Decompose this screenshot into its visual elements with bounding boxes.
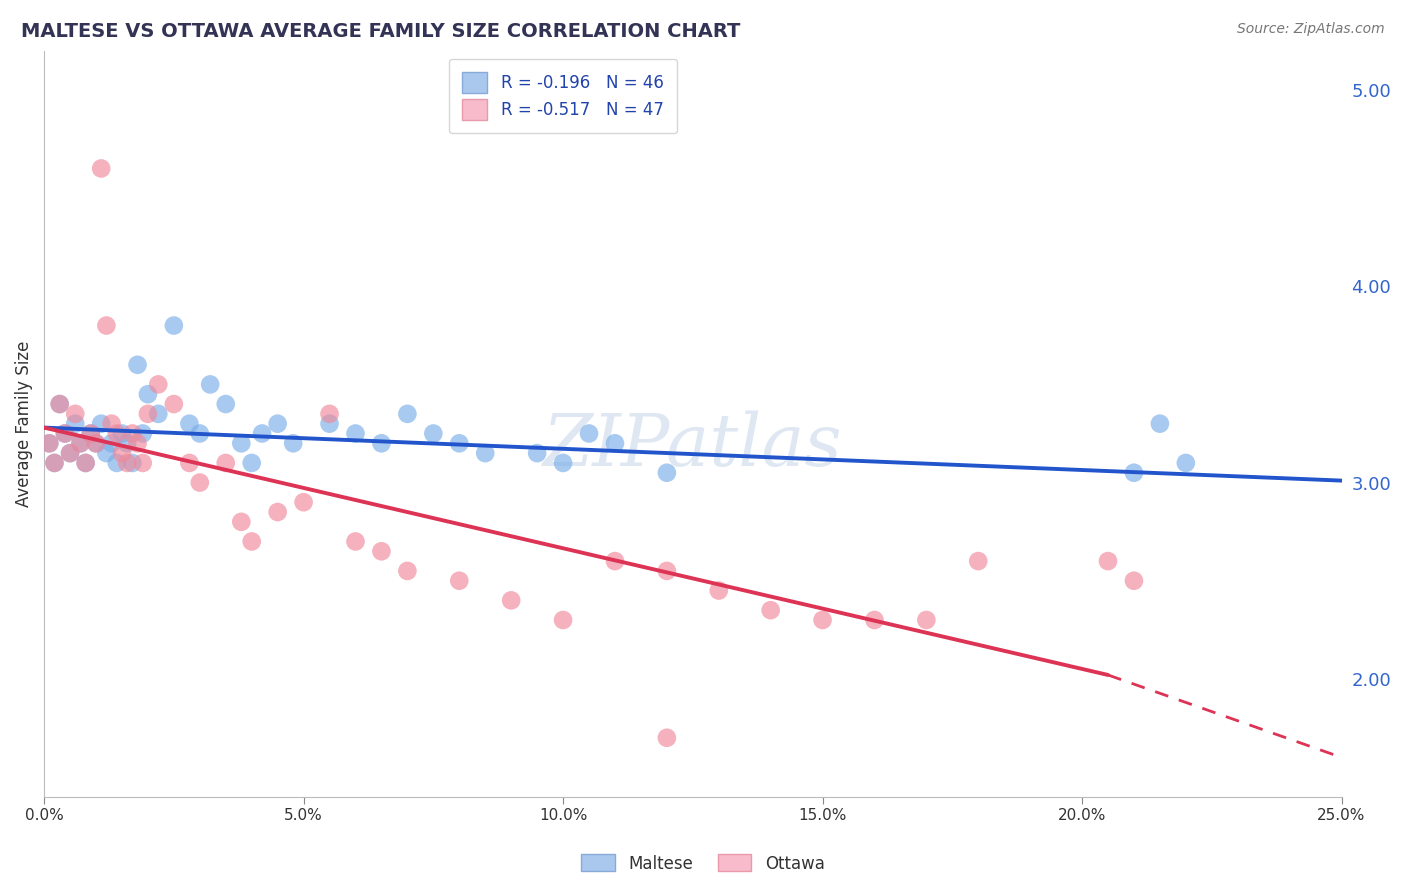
Text: ZIPatlas: ZIPatlas [543,411,842,482]
Point [551,456,574,470]
Point [44,456,66,470]
Point [655,466,678,480]
Point [90,417,112,431]
Point [80,426,103,441]
Point [231,436,253,450]
Point [69,436,91,450]
Point [75,456,97,470]
Point [292,495,315,509]
Point [526,446,548,460]
Point [240,456,263,470]
Point [65,407,87,421]
Point [65,417,87,431]
Point [707,583,730,598]
Point [80,426,103,441]
Point [215,397,238,411]
Point [111,446,134,460]
Point [344,534,367,549]
Text: MALTESE VS OTTAWA AVERAGE FAMILY SIZE CORRELATION CHART: MALTESE VS OTTAWA AVERAGE FAMILY SIZE CO… [21,22,741,41]
Point [449,436,471,450]
Point [132,426,155,441]
Point [148,377,170,392]
Point [127,436,149,450]
Point [967,554,990,568]
Y-axis label: Average Family Size: Average Family Size [15,341,32,507]
Legend: R = -0.196   N = 46, R = -0.517   N = 47: R = -0.196 N = 46, R = -0.517 N = 47 [449,59,678,133]
Point [266,505,288,519]
Point [48,397,70,411]
Point [1097,554,1119,568]
Point [179,456,201,470]
Point [422,426,444,441]
Point [215,456,238,470]
Point [38,436,60,450]
Point [198,377,221,392]
Point [84,436,107,450]
Point [551,613,574,627]
Point [188,475,211,490]
Point [474,446,496,460]
Point [863,613,886,627]
Point [100,417,122,431]
Point [603,436,626,450]
Point [603,554,626,568]
Point [231,515,253,529]
Point [240,534,263,549]
Point [121,456,143,470]
Point [136,387,159,401]
Point [163,318,186,333]
Point [59,446,82,460]
Point [100,436,122,450]
Point [188,426,211,441]
Point [396,407,419,421]
Point [105,456,128,470]
Point [127,358,149,372]
Point [1123,466,1146,480]
Point [53,426,76,441]
Point [38,436,60,450]
Point [84,436,107,450]
Point [915,613,938,627]
Point [501,593,523,607]
Point [148,407,170,421]
Point [105,426,128,441]
Legend: Maltese, Ottawa: Maltese, Ottawa [575,847,831,880]
Point [811,613,834,627]
Point [266,417,288,431]
Point [132,456,155,470]
Text: Source: ZipAtlas.com: Source: ZipAtlas.com [1237,22,1385,37]
Point [344,426,367,441]
Point [115,436,138,450]
Point [655,564,678,578]
Point [283,436,305,450]
Point [59,446,82,460]
Point [163,397,186,411]
Point [578,426,600,441]
Point [44,456,66,470]
Point [96,446,118,460]
Point [48,397,70,411]
Point [318,407,340,421]
Point [111,426,134,441]
Point [318,417,340,431]
Point [449,574,471,588]
Point [90,161,112,176]
Point [75,456,97,470]
Point [69,436,91,450]
Point [759,603,782,617]
Point [115,456,138,470]
Point [1123,574,1146,588]
Point [96,318,118,333]
Point [250,426,273,441]
Point [1149,417,1171,431]
Point [53,426,76,441]
Point [136,407,159,421]
Point [121,426,143,441]
Point [655,731,678,745]
Point [1174,456,1197,470]
Point [179,417,201,431]
Point [396,564,419,578]
Point [370,436,392,450]
Point [370,544,392,558]
